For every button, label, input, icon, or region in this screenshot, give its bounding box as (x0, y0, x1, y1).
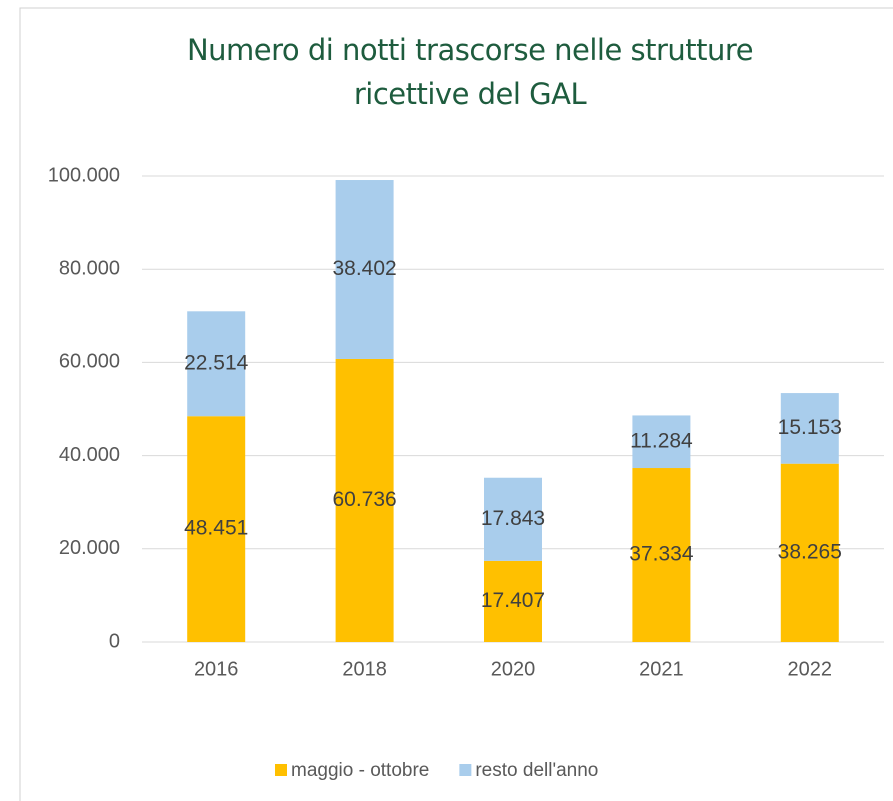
bar-segment (335, 180, 394, 359)
data-label: 38.265 (778, 540, 842, 563)
bar-segment (484, 560, 542, 642)
chart-border (19, 7, 893, 801)
legend-label: resto dell'anno (475, 760, 598, 781)
y-tick-label: 80.000 (59, 257, 120, 279)
y-tick-label: 100.000 (48, 164, 120, 186)
data-label: 17.407 (481, 589, 545, 612)
bar-segment (335, 358, 394, 642)
legend-swatch (459, 764, 472, 776)
data-label: 37.334 (629, 543, 694, 566)
legend-label: maggio - ottobre (291, 760, 429, 781)
y-tick-label: 60.000 (59, 351, 120, 373)
bar-segment (632, 468, 691, 642)
data-label: 60.736 (332, 488, 396, 511)
data-label: 22.514 (184, 351, 249, 374)
data-label: 38.402 (332, 257, 396, 280)
bar-segment (187, 416, 246, 642)
data-label: 48.451 (184, 517, 248, 540)
data-label: 17.843 (481, 507, 545, 530)
bar-segment (780, 393, 839, 464)
y-tick-label: 20.000 (59, 537, 120, 559)
data-label: 15.153 (778, 416, 842, 439)
chart-title: Numero di notti trascorse nelle struttur… (186, 33, 754, 111)
legend-swatch (275, 764, 287, 776)
y-tick-label: 40.000 (59, 444, 120, 466)
data-label: 11.284 (630, 429, 693, 452)
x-tick-label: 2021 (639, 658, 684, 680)
x-tick-label: 2018 (342, 658, 387, 680)
bar-segment (187, 311, 246, 417)
bar-segment (484, 477, 542, 561)
bar-segment (780, 463, 839, 642)
x-tick-label: 2022 (788, 658, 833, 680)
x-tick-label: 2020 (491, 658, 536, 680)
bar-segment (632, 415, 691, 469)
y-tick-label: 0 (109, 630, 120, 652)
x-tick-label: 2016 (194, 658, 239, 680)
